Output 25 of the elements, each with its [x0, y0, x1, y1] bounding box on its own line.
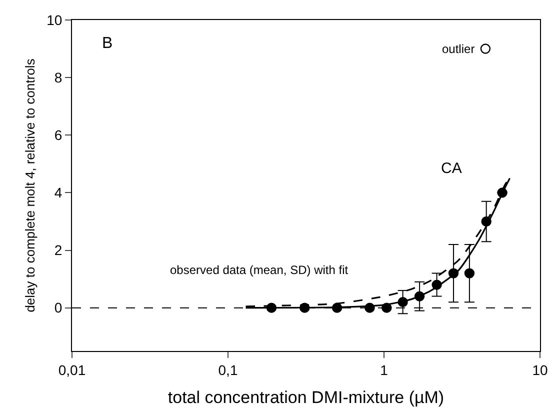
y-tick-label: 10 [46, 12, 62, 28]
point [364, 302, 375, 313]
x-tick-label: 1 [380, 362, 388, 378]
point [464, 268, 475, 278]
y-tick-label: 4 [54, 184, 62, 201]
annotation: observed data (mean, SD) with fit [170, 263, 349, 277]
y-tick-label: 8 [54, 69, 62, 86]
point [448, 268, 459, 278]
annotation: outlier [442, 42, 475, 56]
y-axis-title: delay to complete molt 4, relative to controls [22, 58, 38, 312]
x-tick-label: 0,01 [58, 362, 86, 378]
point [398, 296, 408, 308]
y-tick-label: 6 [54, 127, 62, 144]
y-tick-label: 0 [54, 300, 62, 316]
point [414, 291, 425, 302]
x-axis-title: total concentration DMI-mixture (µM) [168, 388, 444, 408]
point [481, 216, 492, 227]
annotation: CA [441, 160, 462, 177]
point [432, 280, 442, 290]
x-tick-label: 10 [532, 362, 548, 378]
point [382, 302, 392, 313]
y-tick-label: 2 [54, 242, 62, 258]
annotation: B [102, 35, 113, 52]
point [497, 188, 508, 198]
x-tick-label: 0,1 [218, 362, 238, 378]
